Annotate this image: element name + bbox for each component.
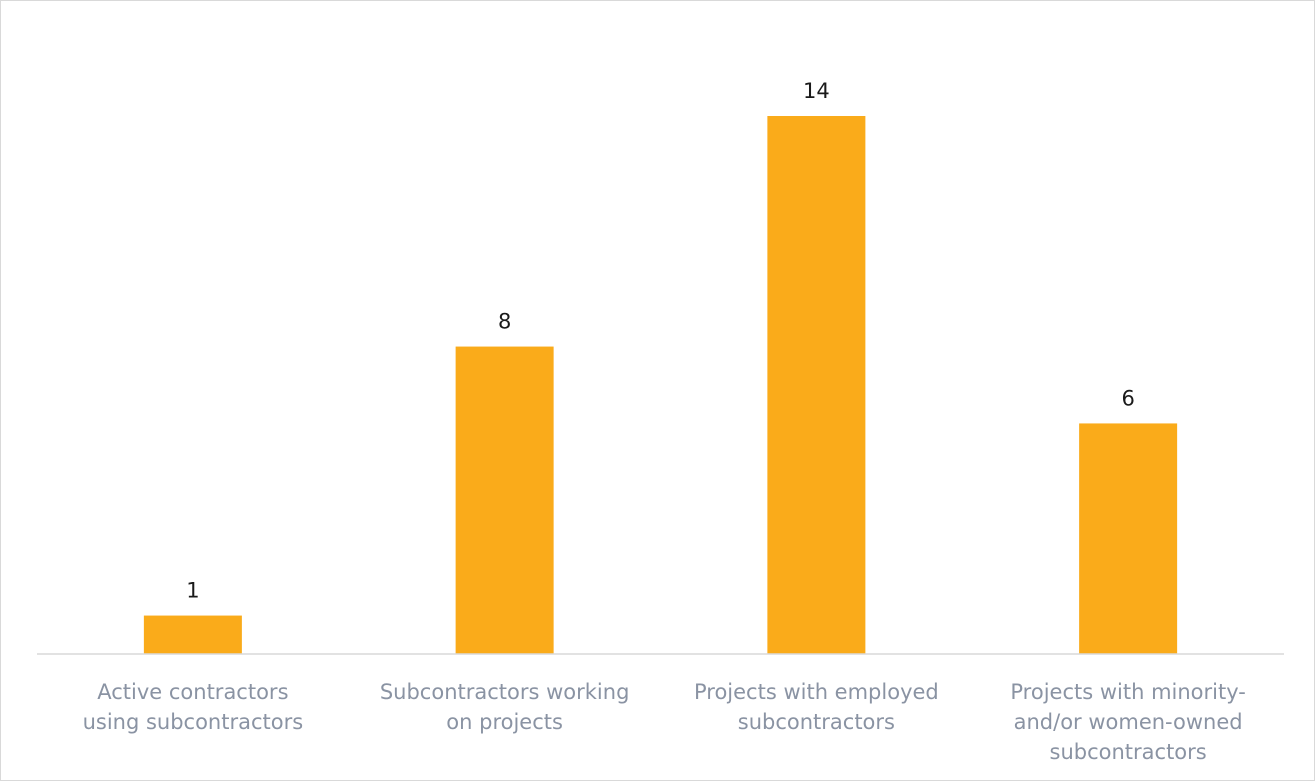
data-label-1: 1: [186, 579, 199, 603]
data-label-3: 14: [803, 79, 830, 103]
data-label-4: 6: [1121, 386, 1134, 410]
bar-2: [455, 346, 554, 654]
bar-4: [1079, 423, 1178, 654]
x-tick-label-1: Active contractors using subcontractors: [83, 680, 304, 734]
x-tick-label-3: Projects with employed subcontractors: [694, 680, 939, 734]
data-label-2: 8: [498, 310, 511, 334]
x-tick-label-2: Subcontractors working on projects: [380, 680, 630, 734]
x-tick-label-4: Projects with minority-and/or women-owne…: [1010, 680, 1245, 764]
bar-1: [143, 615, 242, 654]
bar-3: [767, 116, 866, 654]
